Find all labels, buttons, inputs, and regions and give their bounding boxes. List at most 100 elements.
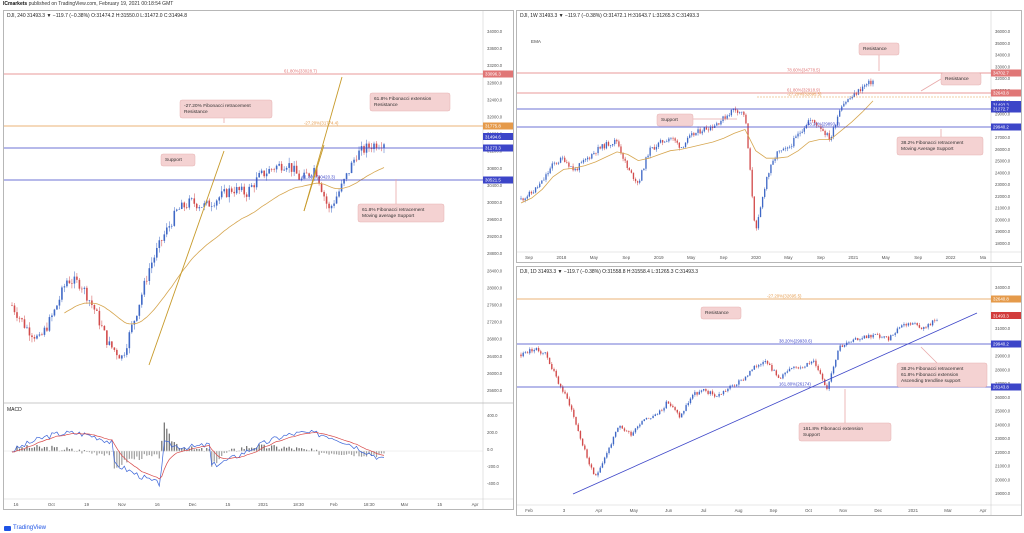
candle-body: [548, 357, 551, 365]
candle-body: [101, 325, 103, 327]
candle-body: [639, 180, 641, 183]
candle-body: [295, 165, 298, 174]
macd-histogram-bar: [123, 451, 125, 460]
price-tick-label: 29200.0: [487, 234, 503, 239]
candle-body: [733, 385, 736, 387]
candle-body: [683, 410, 685, 414]
left-extension-note-text: Resistance: [374, 102, 398, 108]
price-tick-label: 28000.0: [487, 285, 503, 290]
candle-body: [720, 121, 722, 125]
candle-body: [782, 374, 784, 379]
candle-body: [549, 168, 551, 174]
price-tick-label: 27600.0: [487, 303, 503, 308]
candle-body: [709, 391, 711, 394]
time-tick-label: Mar: [944, 508, 952, 513]
candle-body: [789, 146, 791, 148]
weekly-chart-panel[interactable]: DJI, 1W 31493.3 ▼ −119.7 (−0.38%) O:3147…: [516, 10, 1022, 263]
macd-histogram-bar: [338, 451, 340, 455]
candle-body: [835, 359, 837, 367]
candle-body: [193, 198, 196, 204]
candle-body: [143, 280, 146, 295]
macd-histogram-bar: [206, 448, 208, 452]
candle-body: [678, 412, 681, 418]
candle-body: [676, 409, 678, 413]
left-current-tag: [483, 133, 513, 140]
daily-support-fib-tag: [991, 340, 1021, 348]
ascending-trendline: [572, 312, 978, 495]
daily-chart-canvas[interactable]: 34000.033000.032000.031000.030000.029000…: [517, 267, 1021, 515]
candle-body: [185, 207, 188, 208]
macd-histogram-bar: [86, 451, 88, 452]
macd-histogram-bar: [41, 448, 43, 452]
candle-body: [793, 138, 795, 147]
candle-body: [780, 150, 783, 152]
macd-histogram-bar: [345, 451, 348, 455]
time-tick-label: 19: [84, 502, 89, 507]
candle-body: [851, 96, 853, 99]
candle-body: [151, 262, 153, 269]
macd-histogram-bar: [176, 443, 178, 452]
candle-body: [601, 463, 604, 468]
weekly-ema-support-note-text: Moving Average Support: [901, 146, 954, 152]
weekly-chart-canvas[interactable]: EMA 36000.0 35000.0 34000.0 33000.0 32000.0 31…: [517, 11, 1021, 262]
candle-body: [153, 257, 156, 263]
candle-body: [701, 131, 703, 134]
price-tick-label: 31000.0: [995, 326, 1011, 331]
candle-body: [703, 127, 705, 132]
candle-body: [88, 300, 91, 302]
candle-body: [543, 179, 545, 181]
candle-body: [575, 416, 577, 425]
macd-histogram-bar: [266, 448, 268, 452]
candle-body: [555, 370, 557, 377]
fib-arrow-1: [148, 150, 225, 366]
candle-body: [18, 317, 21, 319]
daily-chart-panel[interactable]: DJI, 1D 31493.3 ▼ −119.7 (−0.38%) O:3155…: [516, 266, 1022, 516]
left-chart-panel[interactable]: DJI, 240 31493.3 ▼ −119.7 (−0.38%) O:314…: [3, 10, 514, 510]
price-tick-label: 32000.0: [487, 114, 503, 119]
candle-body: [630, 431, 632, 436]
macd-histogram-bar: [106, 451, 108, 454]
macd-histogram-bar: [306, 449, 308, 452]
price-tick-label: 18000.0: [995, 241, 1011, 246]
candle-body: [678, 142, 680, 148]
candle-body: [559, 157, 562, 163]
candle-body: [652, 416, 654, 419]
time-tick-label: 16: [14, 502, 19, 507]
price-tick-label: 22000.0: [995, 194, 1011, 199]
candle-body: [769, 363, 771, 365]
weekly-resistance-note-1-text: Resistance: [863, 46, 887, 52]
publisher-name: ICmarkets: [3, 1, 28, 7]
macd-histogram-bar: [281, 448, 283, 452]
candle-body: [165, 227, 168, 235]
candle-body: [141, 294, 143, 305]
candle-body: [98, 310, 101, 326]
candle-body: [795, 136, 797, 139]
macd-line: [11, 429, 385, 488]
weekly-support-note-box: [656, 113, 694, 127]
macd-histogram-bar: [353, 451, 355, 457]
candle-body: [841, 345, 844, 347]
macd-histogram-bar: [163, 422, 165, 452]
candle-body: [11, 305, 13, 307]
candle-body: [63, 286, 66, 288]
moving-average-line: [64, 167, 385, 325]
price-tick-label: 25000.0: [995, 159, 1011, 164]
time-tick-label: Sep: [622, 255, 630, 260]
candle-body: [263, 170, 265, 177]
weekly-current-tag-text: 31493.3: [993, 103, 1009, 108]
tradingview-brand[interactable]: TradingView: [4, 525, 46, 531]
macd-histogram-bar: [161, 440, 163, 452]
candle-body: [573, 409, 575, 417]
candle-body: [245, 194, 248, 197]
candle-body: [749, 370, 751, 376]
macd-histogram-bar: [98, 451, 100, 454]
price-tick-label: 29000.0: [995, 111, 1011, 116]
left-chart-canvas[interactable]: 34000.0 33600.0 33200.0 32800.0 32400.0 32000…: [4, 11, 513, 509]
macd-histogram-bar: [378, 451, 380, 455]
candle-body: [658, 410, 661, 415]
candle-body: [898, 327, 901, 329]
candle-body: [693, 133, 695, 136]
macd-histogram-bar: [365, 451, 368, 457]
candle-body: [865, 335, 868, 339]
weekly-support-fib-tag: [991, 123, 1021, 131]
